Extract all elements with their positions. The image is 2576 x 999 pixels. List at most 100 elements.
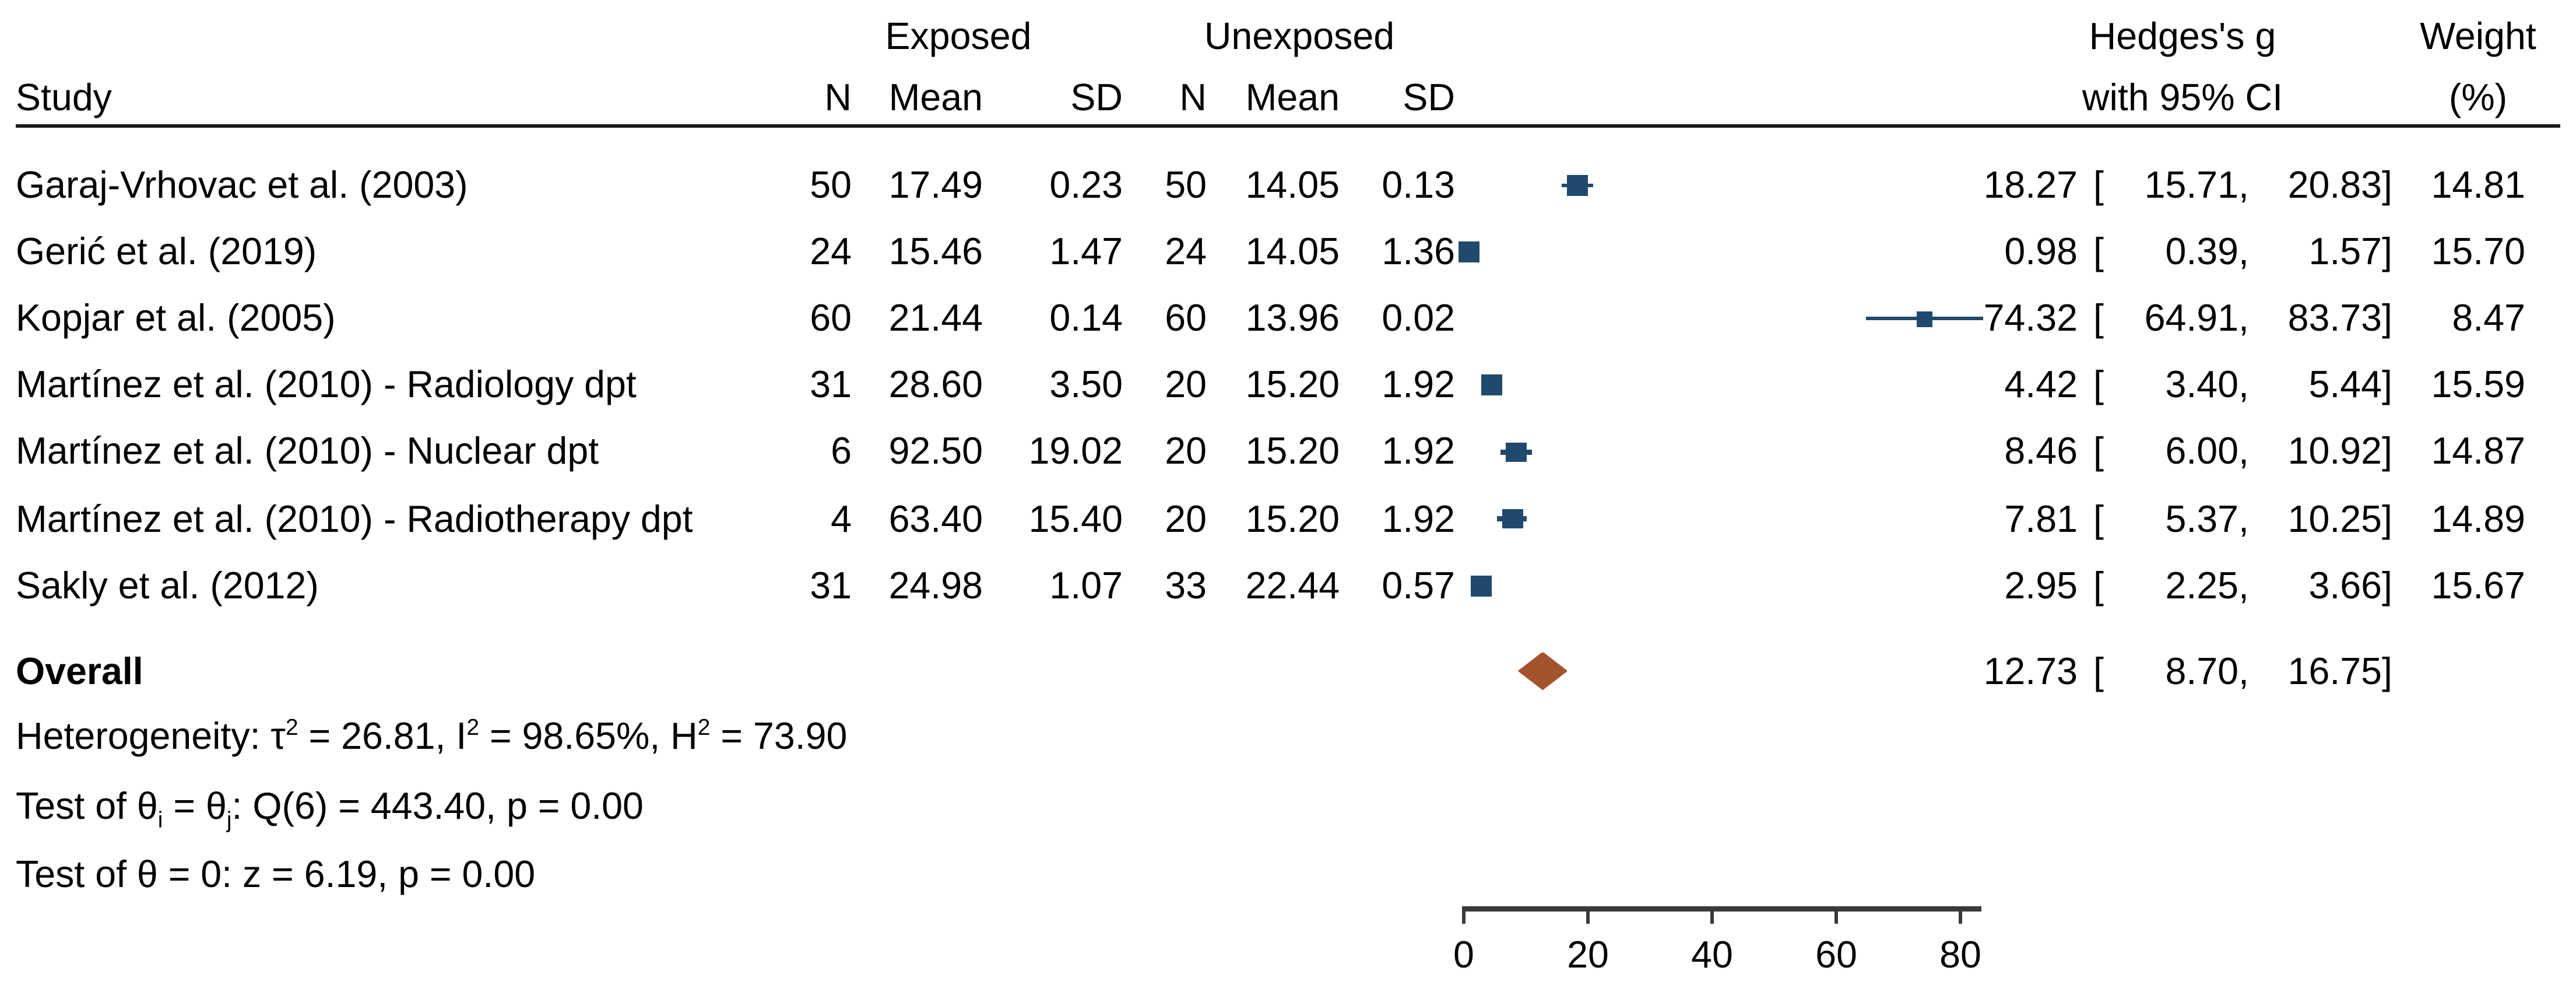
header-rule	[16, 124, 2560, 129]
ci-open-bracket: [	[2093, 297, 2104, 340]
exposed-mean: 28.60	[888, 364, 983, 406]
ci-upper: 10.25]	[2287, 497, 2392, 540]
header-unexposed-group: Unexposed	[1204, 15, 1395, 57]
ci-open-bracket: [	[2093, 364, 2104, 406]
column-header-unexposed-sd: SD	[1403, 77, 1455, 119]
column-header-exposed-mean: Mean	[888, 77, 983, 119]
x-axis-tick-label: 80	[1939, 934, 1981, 976]
overall-ci-open-bracket: [	[2093, 650, 2104, 692]
column-header-row: Study N Mean SD N Mean SD	[0, 75, 2576, 121]
ci-lower: 6.00,	[2165, 431, 2249, 474]
ci-open-bracket: [	[2093, 164, 2104, 206]
unexposed-n: 50	[1165, 164, 1207, 206]
ci-upper: 83.73]	[2287, 297, 2392, 340]
unexposed-mean: 22.44	[1245, 564, 1340, 607]
weight-value: 15.70	[2431, 231, 2525, 274]
unexposed-n: 24	[1165, 231, 1207, 274]
x-axis-tick-label: 60	[1815, 934, 1857, 976]
exposed-mean: 63.40	[888, 497, 983, 540]
unexposed-mean: 15.20	[1245, 431, 1340, 474]
unexposed-mean: 15.20	[1245, 497, 1340, 540]
unexposed-sd: 1.92	[1382, 431, 1455, 474]
ci-upper: 1.57]	[2308, 231, 2392, 274]
ci-upper: 20.83]	[2287, 164, 2392, 206]
unexposed-sd: 1.92	[1382, 364, 1455, 406]
header-effect-line2: with 95% CI	[2082, 77, 2283, 119]
effect-estimate: 0.98	[2004, 231, 2078, 274]
unexposed-mean: 14.05	[1245, 164, 1340, 206]
exposed-sd: 1.47	[1049, 231, 1123, 274]
table-row: Martínez et al. (2010) - Nuclear dpt 6 9…	[0, 429, 2576, 475]
unexposed-n: 20	[1165, 364, 1207, 406]
ci-upper: 5.44]	[2308, 364, 2392, 406]
effect-estimate: 74.32	[1983, 297, 2078, 340]
exposed-sd: 15.40	[1028, 497, 1123, 540]
x-axis-tick	[1710, 906, 1714, 924]
table-row: Garaj-Vrhovac et al. (2003) 50 17.49 0.2…	[0, 163, 2576, 208]
study-name: Kopjar et al. (2005)	[16, 297, 336, 340]
table-row: Sakly et al. (2012) 31 24.98 1.07 33 22.…	[0, 563, 2576, 608]
unexposed-sd: 1.36	[1382, 231, 1455, 274]
column-header-study: Study	[16, 77, 112, 119]
theta-i-subscript: i	[157, 805, 163, 832]
header-exposed-group: Exposed	[885, 15, 1032, 57]
study-name: Sakly et al. (2012)	[16, 564, 319, 607]
ci-open-bracket: [	[2093, 497, 2104, 540]
unexposed-mean: 14.05	[1245, 231, 1340, 274]
ci-open-bracket: [	[2093, 431, 2104, 474]
x-axis-tick-label: 20	[1567, 934, 1609, 976]
exposed-n: 24	[810, 231, 852, 274]
ci-lower: 5.37,	[2165, 497, 2249, 540]
unexposed-sd: 0.02	[1382, 297, 1455, 340]
header-weight-line2: (%)	[2448, 77, 2508, 119]
exposed-n: 31	[810, 564, 852, 607]
ci-lower: 3.40,	[2165, 364, 2249, 406]
table-row: Gerić et al. (2019) 24 15.46 1.47 24 14.…	[0, 229, 2576, 275]
effect-estimate: 18.27	[1983, 164, 2078, 206]
unexposed-n: 20	[1165, 497, 1207, 540]
exposed-mean: 24.98	[888, 564, 983, 607]
h-squared-exponent: 2	[697, 714, 711, 740]
overall-label: Overall	[16, 650, 143, 692]
exposed-mean: 17.49	[888, 164, 983, 206]
ci-lower: 2.25,	[2165, 564, 2249, 607]
study-name: Martínez et al. (2010) - Nuclear dpt	[16, 431, 599, 474]
effect-estimate: 7.81	[2004, 497, 2078, 540]
x-axis-tick-label: 40	[1691, 934, 1733, 976]
x-axis-tick-label: 0	[1453, 934, 1474, 976]
i-squared-exponent: 2	[466, 714, 480, 740]
ci-open-bracket: [	[2093, 231, 2104, 274]
x-axis-tick	[1586, 906, 1590, 924]
exposed-n: 60	[810, 297, 852, 340]
exposed-mean: 21.44	[888, 297, 983, 340]
ci-upper: 10.92]	[2287, 431, 2392, 474]
study-name: Martínez et al. (2010) - Radiotherapy dp…	[16, 497, 693, 540]
weight-value: 15.59	[2431, 364, 2525, 406]
column-header-exposed-n: N	[824, 77, 852, 119]
exposed-sd: 3.50	[1049, 364, 1123, 406]
table-row: Martínez et al. (2010) - Radiotherapy dp…	[0, 496, 2576, 542]
theta-j-subscript: j	[226, 805, 232, 832]
homogeneity-test-note: Test of θi = θj: Q(6) = 443.40, p = 0.00	[16, 784, 644, 832]
overall-row: Overall 12.73 [ 8.70, 16.75]	[0, 649, 2576, 694]
weight-value: 14.89	[2431, 497, 2525, 540]
column-header-unexposed-mean: Mean	[1245, 77, 1340, 119]
exposed-sd: 1.07	[1049, 564, 1123, 607]
x-axis-tick	[1835, 906, 1838, 924]
exposed-mean: 92.50	[888, 431, 983, 474]
column-header-unexposed-n: N	[1179, 77, 1207, 119]
study-name: Gerić et al. (2019)	[16, 231, 317, 274]
ci-lower: 15.71,	[2144, 164, 2249, 206]
overall-ci-upper: 16.75]	[2287, 650, 2392, 692]
tau-squared-exponent: 2	[285, 714, 298, 740]
ci-lower: 0.39,	[2165, 231, 2249, 274]
x-axis-line	[1464, 906, 1982, 911]
table-row: Kopjar et al. (2005) 60 21.44 0.14 60 13…	[0, 296, 2576, 342]
table-row: Martínez et al. (2010) - Radiology dpt 3…	[0, 363, 2576, 408]
unexposed-sd: 0.57	[1382, 564, 1455, 607]
study-name: Martínez et al. (2010) - Radiology dpt	[16, 364, 637, 406]
effect-estimate: 2.95	[2004, 564, 2078, 607]
exposed-n: 6	[831, 431, 852, 474]
exposed-n: 31	[810, 364, 852, 406]
header-weight-line1: Weight	[2420, 15, 2536, 57]
